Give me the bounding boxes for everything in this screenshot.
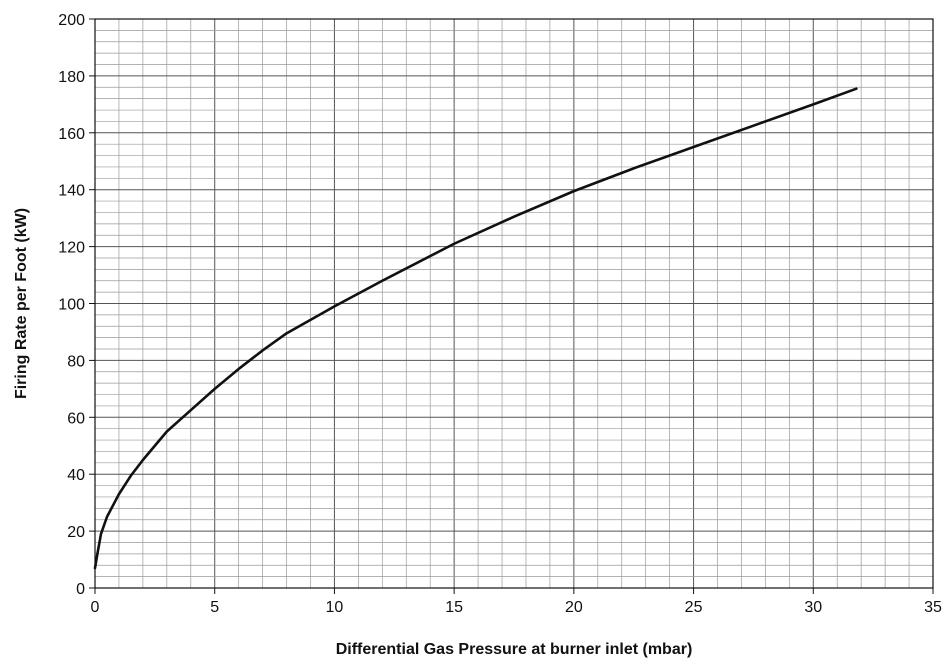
y-tick-label: 160 bbox=[58, 126, 85, 143]
grid bbox=[94, 18, 934, 589]
y-tick-label: 180 bbox=[58, 69, 85, 86]
tick-marks bbox=[89, 18, 934, 594]
series-layer bbox=[93, 87, 858, 570]
y-tick-labels: 0 20 40 60 80 100 120 140 160 180 200 bbox=[58, 12, 85, 598]
x-tick-label: 35 bbox=[924, 599, 942, 616]
y-tick-label: 40 bbox=[67, 467, 85, 484]
x-tick-label: 15 bbox=[445, 599, 463, 616]
x-tick-label: 25 bbox=[685, 599, 703, 616]
x-axis-title: Differential Gas Pressure at burner inle… bbox=[336, 641, 693, 658]
x-tick-label: 20 bbox=[565, 599, 583, 616]
y-tick-label: 60 bbox=[67, 410, 85, 427]
x-tick-labels: 0 5 10 15 20 25 30 35 bbox=[91, 599, 942, 616]
x-tick-label: 30 bbox=[804, 599, 822, 616]
y-axis-title: Firing Rate per Foot (kW) bbox=[13, 208, 30, 399]
y-tick-label: 20 bbox=[67, 524, 85, 541]
x-tick-label: 0 bbox=[91, 599, 100, 616]
series-line bbox=[93, 87, 858, 570]
y-tick-label: 200 bbox=[58, 12, 85, 29]
y-tick-label: 140 bbox=[58, 183, 85, 200]
y-tick-label: 100 bbox=[58, 297, 85, 314]
y-tick-label: 80 bbox=[67, 353, 85, 370]
y-tick-label: 0 bbox=[76, 581, 85, 598]
y-tick-label: 120 bbox=[58, 240, 85, 257]
x-tick-label: 5 bbox=[210, 599, 219, 616]
x-tick-label: 10 bbox=[326, 599, 344, 616]
